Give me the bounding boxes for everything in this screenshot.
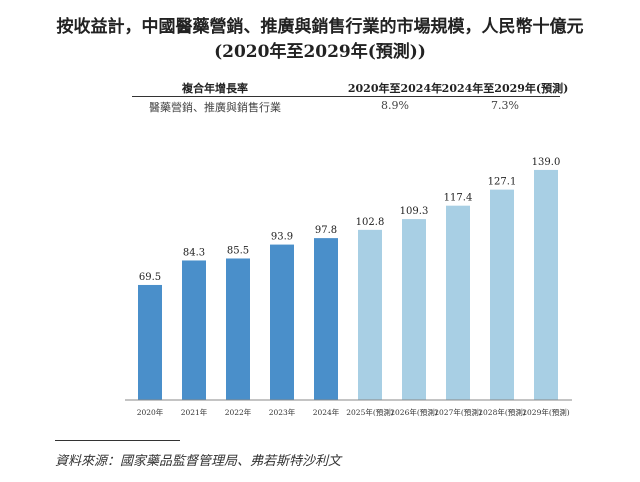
cagr-header-period1: 2020年至2024年: [347, 82, 443, 95]
bar-chart: 69.5 2020年 84.3 2021年 85.5 2022年 93.9 2023年 97.8…: [125, 157, 572, 417]
bar: [446, 205, 470, 400]
data-label: 139.0: [532, 157, 561, 168]
x-tick-label: 2028年(預測): [478, 407, 526, 417]
bar: [314, 238, 338, 400]
bar: [182, 260, 206, 400]
cagr-value-period2: 7.3%: [491, 99, 519, 112]
cagr-row-label: 醫藥營銷、推廣與銷售行業: [149, 101, 281, 114]
bar: [138, 284, 162, 400]
data-label: 93.9: [271, 232, 293, 243]
table-rule: [132, 96, 560, 97]
data-label: 84.3: [183, 247, 205, 258]
source-divider: [55, 440, 180, 441]
data-label: 117.4: [444, 193, 473, 204]
bar: [402, 219, 426, 400]
x-tick-label: 2023年: [269, 407, 296, 417]
chart-subtitle: (2020年至2029年(預測)): [214, 42, 426, 62]
data-label: 127.1: [488, 177, 517, 188]
x-tick-label: 2029年(預測): [522, 407, 570, 417]
x-tick-label: 2026年(預測): [390, 407, 438, 417]
bar: [534, 169, 558, 400]
bar: [490, 189, 514, 400]
x-tick-label: 2022年: [225, 407, 252, 417]
chart-title: 按收益計，中國醫藥營銷、推廣與銷售行業的市場規模，人民幣十億元: [56, 17, 584, 37]
cagr-header-label: 複合年增長率: [182, 82, 248, 95]
x-tick-label: 2021年: [181, 407, 208, 417]
x-tick-label: 2027年(預測): [434, 407, 482, 417]
bar: [270, 244, 294, 400]
data-label: 69.5: [139, 272, 161, 283]
bar: [358, 229, 382, 400]
x-tick-label: 2020年: [137, 407, 164, 417]
data-label: 109.3: [400, 206, 429, 217]
bar: [226, 258, 250, 400]
x-tick-label: 2024年: [313, 407, 340, 417]
source-note: 資料來源：國家藥品監督管理局、弗若斯特沙利文: [55, 454, 342, 469]
data-label: 102.8: [356, 217, 385, 228]
cagr-header-period2: 2024年至2029年(預測): [441, 82, 569, 95]
x-tick-label: 2025年(預測): [346, 407, 394, 417]
cagr-value-period1: 8.9%: [381, 99, 409, 112]
data-label: 97.8: [315, 225, 337, 236]
data-label: 85.5: [227, 245, 249, 256]
